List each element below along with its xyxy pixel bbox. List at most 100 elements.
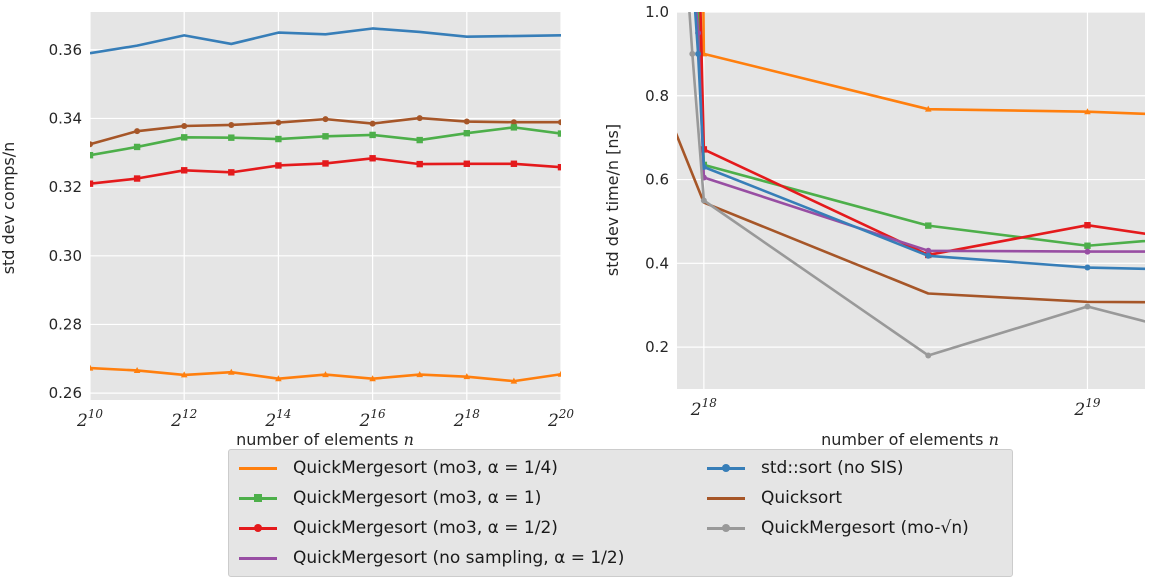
data-point-quicksort (510, 119, 517, 126)
data-point-mo3_quarter (322, 371, 329, 378)
legend-item-mo3-half: QuickMergesort (mo3, α = 1/2) (239, 513, 558, 543)
left-grid (89, 12, 562, 400)
legend-swatch-std-sort (707, 461, 745, 475)
data-point-mo3_one (90, 151, 94, 159)
data-point-mo3_quarter (557, 370, 561, 377)
data-point-mo3_one (557, 130, 561, 137)
data-point-quicksort (134, 128, 141, 135)
data-point-no_sampling_half (1084, 248, 1091, 255)
data-point-mo3_half (557, 164, 561, 171)
data-point-mo3_quarter (1084, 108, 1091, 115)
data-point-mo_sqrt (925, 352, 932, 359)
y-tick-label: 0.30 (49, 247, 82, 265)
data-point-mo3_one (925, 222, 932, 229)
data-point-mo3_one (1084, 242, 1091, 249)
data-point-quicksort (275, 119, 282, 126)
y-tick-label: 0.28 (49, 315, 82, 333)
left-plot-background (90, 12, 561, 400)
data-point-std_sort (925, 252, 932, 259)
right-series-group (677, 12, 1145, 359)
data-point-mo3_half (228, 169, 235, 176)
left-x-tick-labels: 210 212 214 216 218 220 (76, 407, 574, 431)
data-point-quicksort (558, 119, 561, 126)
data-point-mo3_quarter (133, 366, 141, 373)
data-point-mo3_half (322, 160, 329, 167)
left-x-axis-label: number of elements n (236, 430, 414, 449)
data-point-mo3_half (181, 167, 188, 174)
legend-item-std-sort: std::sort (no SIS) (707, 453, 904, 483)
right-y-tick-labels: 0.2 0.4 0.6 0.8 1.0 (645, 3, 669, 356)
data-point-mo3_quarter (416, 371, 423, 378)
data-point-mo3_one (416, 136, 423, 144)
y-tick-label: 0.34 (49, 109, 82, 127)
legend-label-std-sort: std::sort (no SIS) (761, 458, 904, 478)
legend-label-mo3-half: QuickMergesort (mo3, α = 1/2) (293, 518, 558, 538)
legend-swatch-quicksort (707, 491, 745, 505)
y-tick-label: 0.36 (49, 41, 82, 59)
left-y-tick-labels: 0.26 0.28 0.30 0.32 0.34 0.36 (49, 41, 82, 402)
x-tick-label: 220 (547, 407, 574, 431)
data-point-mo3_quarter (924, 105, 932, 112)
x-tick-label: 218 (690, 396, 717, 420)
data-point-mo3_quarter (369, 375, 376, 382)
legend-item-no-sampling-half: QuickMergesort (no sampling, α = 1/2) (239, 543, 624, 573)
data-point-mo3_quarter (275, 375, 282, 382)
legend-label-no-sampling-half: QuickMergesort (no sampling, α = 1/2) (293, 548, 625, 568)
x-tick-label: 218 (453, 407, 480, 431)
data-point-mo3_half (416, 160, 423, 168)
left-chart-panel: 0.26 0.28 0.30 0.32 0.34 0.36 210 212 214 216 218… (0, 12, 574, 449)
data-point-quicksort (228, 121, 235, 128)
data-point-mo3_half (1084, 222, 1091, 229)
legend-item-mo3-one: QuickMergesort (mo3, α = 1) (239, 483, 541, 513)
y-tick-label: 0.4 (645, 254, 669, 272)
x-tick-label: 219 (1073, 396, 1100, 420)
data-point-no_sampling_half (925, 247, 932, 254)
legend-item-mo-sqrt: QuickMergesort (mo-√n) (707, 513, 969, 543)
data-point-quicksort (90, 141, 93, 148)
legend: QuickMergesort (mo3, α = 1/4) QuickMerge… (228, 449, 1013, 577)
data-point-std_sort (695, 50, 702, 57)
data-point-quicksort (181, 122, 188, 129)
right-plot-background (677, 12, 1145, 389)
y-tick-label: 0.6 (645, 171, 669, 189)
y-tick-label: 1.0 (645, 3, 669, 21)
legend-item-mo3-quarter: QuickMergesort (mo3, α = 1/4) (239, 453, 558, 483)
legend-label-mo3-one: QuickMergesort (mo3, α = 1) (293, 488, 542, 508)
series-line-quicksort (677, 132, 1145, 304)
legend-swatch-mo3-half (239, 521, 277, 535)
data-point-mo3_one (228, 134, 235, 141)
data-point-mo3_half (369, 155, 376, 162)
series-line-std_sort (90, 27, 561, 55)
data-point-mo_sqrt (689, 50, 696, 57)
data-point-quicksort (369, 120, 376, 127)
left-y-axis-label: std dev comps/n (0, 142, 18, 275)
data-point-mo3_one (322, 133, 329, 140)
right-chart-panel: 0.20.40.60.81.0 218219220 std dev time/n… (603, 3, 1145, 449)
data-point-mo3_one (275, 135, 282, 143)
data-point-mo3_one (181, 134, 188, 141)
data-point-mo3_one (133, 143, 141, 151)
legend-label-mo3-quarter: QuickMergesort (mo3, α = 1/4) (293, 458, 558, 478)
x-tick-label: 212 (170, 407, 197, 431)
legend-swatch-mo3-quarter (239, 461, 277, 475)
data-point-mo3_quarter (180, 371, 188, 378)
data-point-mo3_half (90, 180, 94, 187)
data-point-mo3_quarter (90, 364, 94, 371)
data-point-mo3_half (275, 162, 282, 169)
right-x-tick-labels: 218219220 (690, 396, 1101, 420)
y-tick-label: 0.26 (49, 384, 82, 402)
data-point-mo3_quarter (463, 373, 471, 380)
data-point-quicksort (463, 118, 470, 125)
legend-swatch-no-sampling-half (239, 551, 277, 565)
data-point-mo3_half (510, 160, 518, 167)
legend-swatch-mo3-one (239, 491, 277, 505)
data-point-mo3_half (133, 175, 141, 182)
data-point-mo3_quarter (228, 368, 235, 375)
y-tick-label: 0.32 (49, 178, 82, 196)
data-point-mo_sqrt (1084, 303, 1091, 310)
legend-label-mo-sqrt: QuickMergesort (mo-√n) (761, 518, 969, 538)
y-tick-label: 0.2 (645, 338, 669, 356)
data-point-mo3_one (369, 131, 376, 139)
legend-swatch-mo-sqrt (707, 521, 745, 535)
